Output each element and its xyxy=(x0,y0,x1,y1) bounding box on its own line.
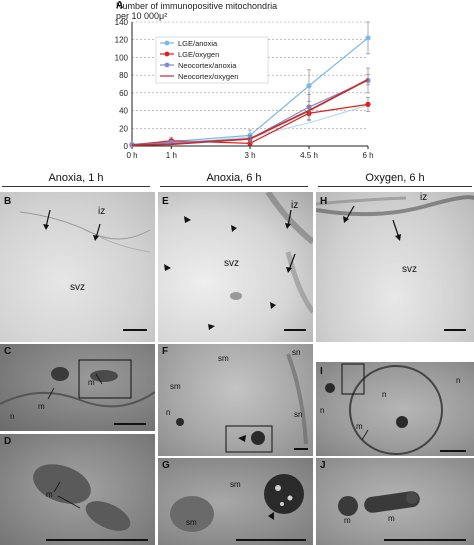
label-sn: sn xyxy=(294,410,303,419)
y-tick-label: 40 xyxy=(119,107,128,116)
label-sm: sm xyxy=(218,354,229,363)
label-m: m xyxy=(88,378,95,387)
y-tick-label: 60 xyxy=(119,89,128,98)
micrograph-j: m m xyxy=(316,458,474,545)
legend-marker xyxy=(164,40,170,46)
micrograph-d: m xyxy=(0,434,155,545)
label-sm: sm xyxy=(186,518,197,527)
label-n: n xyxy=(10,412,15,421)
label-sm: sm xyxy=(170,382,181,391)
scale-bar xyxy=(440,450,466,452)
x-tick-label: 0 h xyxy=(126,151,137,160)
mitochondria-chart: Number of immunopositive mitochondria pe… xyxy=(0,0,474,168)
panel-letter-h: H xyxy=(320,196,328,207)
label-m: m xyxy=(46,490,53,499)
chart-svg: Number of immunopositive mitochondria pe… xyxy=(115,1,374,160)
scale-bar xyxy=(123,329,147,331)
column-rule-1 xyxy=(2,186,150,187)
y-tick-label: 100 xyxy=(115,53,129,62)
data-point xyxy=(365,101,371,107)
data-point xyxy=(306,83,312,89)
label-svz: svz xyxy=(402,264,417,275)
micrograph-h: iz svz xyxy=(316,192,474,342)
x-tick-label: 1 h xyxy=(166,151,177,160)
label-n: n xyxy=(320,406,325,415)
column-header-anoxia-6h: Anoxia, 6 h xyxy=(206,172,262,184)
label-svz: svz xyxy=(224,258,239,269)
scale-bar xyxy=(294,448,308,450)
label-m: m xyxy=(38,402,45,411)
y-tick-label: 20 xyxy=(119,124,128,133)
chart-title-line1: Number of immunopositive mitochondria xyxy=(116,1,277,11)
y-tick-label: 140 xyxy=(115,18,129,27)
label-m: m xyxy=(356,422,363,431)
column-header-anoxia-1h: Anoxia, 1 h xyxy=(48,172,104,184)
panel-letter-c: C xyxy=(4,346,12,357)
legend-marker xyxy=(164,62,170,68)
column-rule-3 xyxy=(318,186,472,187)
label-iz: iz xyxy=(98,206,106,217)
legend-label: Neocortex/anoxia xyxy=(178,61,237,70)
scale-bar xyxy=(284,329,306,331)
label-sn: sn xyxy=(292,348,301,357)
chart-title-line2: per 10 000μ² xyxy=(116,11,167,21)
panel-letter-j: J xyxy=(320,460,326,471)
scale-bar xyxy=(444,329,466,331)
legend-box xyxy=(155,36,269,84)
x-tick-label: 4.5 h xyxy=(300,151,318,160)
label-svz: svz xyxy=(70,282,85,293)
column-header-oxygen-6h: Oxygen, 6 h xyxy=(365,172,425,184)
label-iz: iz xyxy=(420,192,428,203)
label-m: m xyxy=(388,514,395,523)
panel-letter-g: G xyxy=(162,460,170,471)
y-tick-label: 0 xyxy=(124,142,129,151)
column-rule-2 xyxy=(160,186,308,187)
data-point xyxy=(247,140,253,146)
panel-letter-e: E xyxy=(162,196,169,207)
x-tick-label: 3 h xyxy=(244,151,255,160)
micrograph-g: sm sm xyxy=(158,458,313,545)
label-m: m xyxy=(344,516,351,525)
micrograph-e: iz svz xyxy=(158,192,313,342)
legend-marker xyxy=(164,51,170,57)
micrograph-c: m m n xyxy=(0,344,155,431)
y-tick-label: 120 xyxy=(115,36,129,45)
label-n: n xyxy=(456,376,461,385)
panel-letter-b: B xyxy=(4,196,12,207)
label-iz: iz xyxy=(291,200,299,211)
legend-label: LGE/oxygen xyxy=(178,50,219,59)
y-tick-label: 80 xyxy=(119,71,128,80)
scale-bar xyxy=(236,539,306,541)
label-n: n xyxy=(382,390,387,399)
legend-label: Neocortex/oxygen xyxy=(178,72,238,81)
scale-bar xyxy=(46,539,148,541)
micrograph-f: sm sn sm sn n xyxy=(158,344,313,456)
panel-letter-d: D xyxy=(4,436,12,447)
label-n: n xyxy=(166,408,171,417)
panel-letter-i: I xyxy=(320,366,323,377)
panel-letter-f: F xyxy=(162,346,169,357)
data-point xyxy=(365,35,371,41)
legend-label: LGE/anoxia xyxy=(178,39,218,48)
label-sm: sm xyxy=(230,480,241,489)
micrograph-b: iz svz xyxy=(0,192,155,342)
scale-bar xyxy=(114,423,146,425)
panel-letter-a: A xyxy=(116,0,124,11)
scale-bar xyxy=(384,539,466,541)
x-tick-label: 6 h xyxy=(362,151,373,160)
micrograph-i: n n n m xyxy=(316,362,474,456)
